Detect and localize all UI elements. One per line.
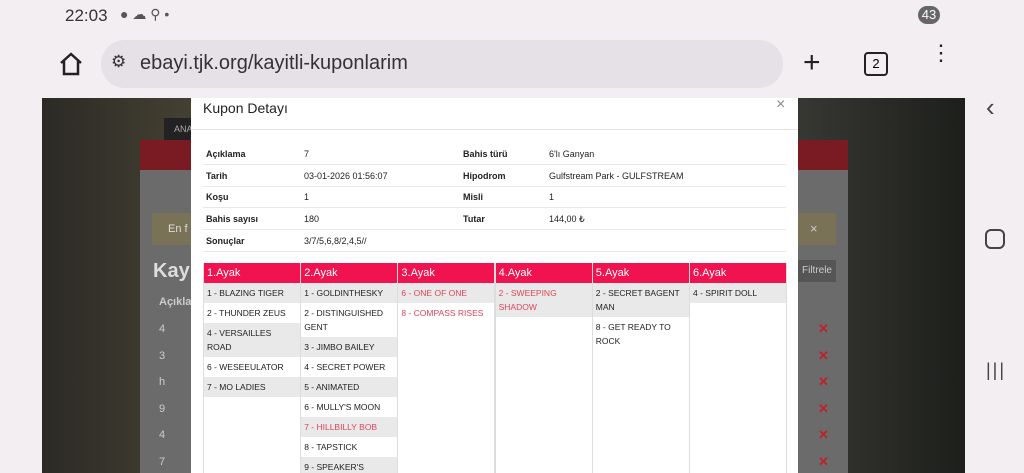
tab-count[interactable]: 2 (864, 52, 888, 76)
detail-label: Bahis sayısı (206, 214, 259, 225)
row-cell: 3 (159, 349, 166, 362)
detail-value: 6'lı Ganyan (549, 149, 595, 159)
delete-icon[interactable]: ✕ (818, 321, 829, 336)
battery: 43 (918, 6, 940, 24)
site-settings-icon[interactable]: ⚙ (111, 52, 127, 71)
heading: Kayı (153, 260, 196, 282)
horse: 2 - THUNDER ZEUS (207, 308, 286, 318)
horse: 1 - GOLDINTHESKY (301, 283, 398, 303)
horse: 6 - MULLY'S MOON (304, 402, 381, 412)
leg-header: 2.Ayak (301, 263, 398, 283)
leg-header: 3.Ayak (398, 263, 495, 283)
status-bar: 22:03 ● ☁ ⚲ • 43 (0, 0, 1024, 30)
leg-column: 2.Ayak 1 - GOLDINTHESKY 2 - DISTINGUISHED … (300, 263, 399, 473)
row-cell: 9 (159, 402, 166, 415)
row-divider (203, 207, 786, 209)
detail-value: 3/7/5,6,8/2,4,5// (304, 235, 367, 246)
detail-value: 03-01-2026 01:56:07 (304, 170, 388, 181)
menu-button[interactable]: ⋮ (930, 40, 952, 65)
modal: Kupon Detayı × Açıklama 7 Bahis türü 6'lı G… (191, 98, 798, 473)
detail-label: Tutar (463, 214, 485, 225)
close-button[interactable]: × (776, 98, 786, 113)
horse: 4 - SECRET POWER (304, 362, 386, 372)
row-cell: 4 (159, 323, 166, 335)
row-divider (203, 229, 786, 231)
recents-nav[interactable]: ||| (986, 360, 1007, 380)
divider (191, 129, 798, 130)
delete-icon[interactable]: ✕ (818, 427, 829, 442)
modal-title: Kupon Detayı (203, 100, 288, 116)
horse-list: 6 - ONE OF ONE 8 - COMPASS RISES (398, 283, 495, 323)
horse-list: 1 - BLAZING TIGER 2 - THUNDER ZEUS 4 - VER… (204, 283, 300, 397)
detail-label: Bahis türü (463, 149, 508, 159)
horse: 5 - ANIMATED (301, 377, 398, 397)
horse: 6 - WESEEULATOR (207, 362, 284, 372)
detail-value: 1 (304, 192, 310, 203)
home-button[interactable] (58, 51, 84, 77)
leg-column: 1.Ayak 1 - BLAZING TIGER 2 - THUNDER ZEUS 4… (203, 263, 301, 473)
detail-value: 1 (549, 192, 555, 203)
detail-label: Misli (463, 192, 484, 203)
horse: 2 - DISTINGUISHED GENT (304, 308, 384, 332)
filter-button[interactable]: Filtrele (798, 260, 836, 282)
detail-value: 180 (304, 214, 320, 225)
detail-value: 7 (304, 149, 310, 159)
time: 22:03 (65, 6, 108, 25)
horse-list: 1 - GOLDINTHESKY 2 - DISTINGUISHED GENT 3 … (301, 283, 398, 473)
detail-label: Tarih (206, 170, 228, 181)
horse: 8 - COMPASS RISES (401, 308, 484, 318)
detail-value: 144,00 ₺ (549, 214, 585, 225)
row-cell: 7 (159, 455, 166, 468)
leg-column: 4.Ayak 2 - SWEEPING SHADOW (494, 263, 593, 473)
horse: 8 - GET READY TO ROCK (595, 322, 671, 346)
horse-list: 4 - SPIRIT DOLL (690, 283, 786, 303)
delete-icon[interactable]: ✕ (818, 400, 829, 416)
horse: 7 - MO LADIES (204, 377, 300, 397)
detail-label: Açıklama (206, 149, 246, 159)
detail-label: Hipodrom (463, 170, 506, 181)
row-divider (203, 185, 786, 187)
horse: 4 - VERSAILLES ROAD (204, 323, 300, 357)
horse-list: 2 - SWEEPING SHADOW (495, 283, 592, 317)
leg-column: 6.Ayak 4 - SPIRIT DOLL (689, 263, 787, 473)
leg-header: 6.Ayak (690, 263, 786, 283)
detail-value: Gulfstream Park - GULFSTREAM (549, 170, 684, 181)
leg-column: 3.Ayak 6 - ONE OF ONE 8 - COMPASS RISES (397, 263, 496, 473)
horse: 1 - BLAZING TIGER (204, 283, 300, 303)
delete-icon[interactable]: ✕ (818, 374, 829, 389)
row-cell: h (159, 376, 166, 388)
address-bar[interactable]: ⚙ ebayi.tjk.org/kayitli-kuponlarim (101, 40, 783, 88)
row-divider (203, 164, 786, 165)
horse: 7 - HILLBILLY BOB (301, 417, 398, 437)
notice-close[interactable]: × (810, 221, 818, 236)
column-header: Açıkla (159, 296, 192, 308)
notice-text: En f (168, 223, 188, 235)
row-cell: 4 (159, 429, 166, 441)
status-icons: ● ☁ ⚲ • (120, 6, 170, 22)
delete-icon[interactable]: ✕ (818, 453, 829, 469)
delete-icon[interactable]: ✕ (818, 347, 829, 363)
horse: 3 - JIMBO BAILEY (301, 337, 398, 357)
leg-header: 1.Ayak (204, 263, 300, 283)
back-nav[interactable]: ‹ (986, 92, 995, 122)
detail-label: Sonuçlar (206, 235, 245, 246)
horse: 2 - SECRET BAGENT MAN (592, 283, 689, 317)
horse: 2 - SWEEPING SHADOW (495, 283, 592, 317)
new-tab-button[interactable]: + (803, 46, 821, 79)
url[interactable]: ebayi.tjk.org/kayitli-kuponlarim (140, 52, 408, 74)
leg-header: 4.Ayak (495, 263, 592, 283)
horse: 9 - SPEAKER'S LOBBY (301, 457, 398, 473)
leg-column: 5.Ayak 2 - SECRET BAGENT MAN 8 - GET READY… (591, 263, 690, 473)
horse: 4 - SPIRIT DOLL (690, 283, 786, 303)
home-nav[interactable] (985, 229, 1005, 249)
horse-list: 2 - SECRET BAGENT MAN 8 - GET READY TO RO… (592, 283, 689, 351)
horse: 6 - ONE OF ONE (398, 283, 495, 303)
horse: 8 - TAPSTICK (304, 442, 358, 452)
leg-header: 5.Ayak (592, 263, 689, 283)
row-divider (203, 250, 786, 252)
detail-label: Koşu (206, 192, 229, 203)
